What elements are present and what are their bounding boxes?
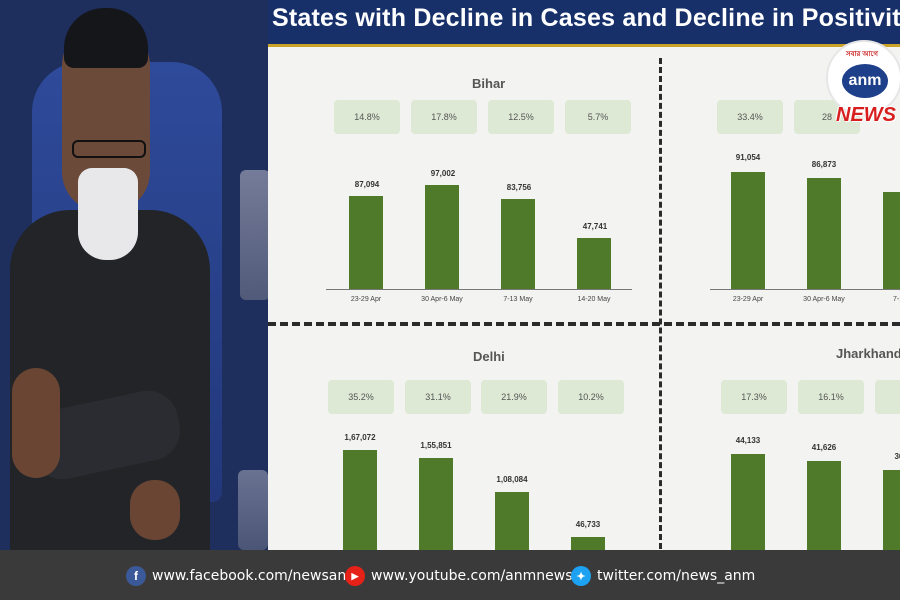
facebook-icon: f — [126, 566, 146, 586]
youtube-icon: ▶ — [345, 566, 365, 586]
bar — [731, 172, 765, 289]
bar — [419, 458, 453, 550]
positivity-box: 21.9% — [481, 380, 547, 414]
bar — [731, 454, 765, 550]
bar — [495, 492, 529, 550]
vertical-divider — [659, 58, 662, 550]
bar — [577, 238, 611, 289]
speaker-glasses — [72, 140, 146, 158]
twitter-link[interactable]: ✦ twitter.com/news_anm — [571, 566, 755, 586]
logo-brand: anm — [842, 64, 888, 98]
positivity-box: 17.8% — [411, 100, 477, 134]
state-name: Delhi — [473, 349, 505, 364]
bar-value-label: 44,133 — [735, 436, 761, 445]
facebook-url: www.facebook.com/newsanm — [152, 568, 360, 584]
bar-value-label: 86,873 — [811, 160, 837, 169]
bar-value-label: 41,626 — [811, 443, 837, 452]
national-emblem-lower — [238, 470, 268, 550]
twitter-url: twitter.com/news_anm — [597, 568, 756, 584]
speaker-hand-right — [130, 480, 180, 540]
bar — [425, 185, 459, 289]
bar — [571, 537, 605, 550]
slide-header: States with Decline in Cases and Decline… — [268, 0, 900, 47]
positivity-box: 5.7% — [565, 100, 631, 134]
logo-tagline: সবার আগে — [846, 51, 878, 58]
category-label: 14-20 May — [577, 296, 611, 303]
horizontal-divider — [268, 322, 900, 326]
state-name: Bihar — [472, 76, 506, 91]
national-emblem — [240, 170, 270, 300]
positivity-box: 12.5% — [488, 100, 554, 134]
chart-baseline — [710, 289, 900, 290]
bar-value-label: 1,08,084 — [496, 475, 528, 484]
presentation-slide: States with Decline in Cases and Decline… — [268, 0, 900, 550]
bar — [807, 461, 841, 550]
positivity-box: 16.1% — [798, 380, 864, 414]
positivity-box: 10.2% — [558, 380, 624, 414]
facebook-link[interactable]: f www.facebook.com/newsanm — [126, 566, 360, 586]
bar — [501, 199, 535, 289]
category-label: 7-13 — [892, 296, 900, 303]
positivity-box: 33.4% — [717, 100, 783, 134]
bar — [883, 470, 900, 550]
bar-value-label: 91,054 — [735, 153, 761, 162]
positivity-box: 14.8% — [334, 100, 400, 134]
slide-title: States with Decline in Cases and Decline… — [272, 4, 900, 32]
bar — [349, 196, 383, 289]
state-name: Jharkhand — [836, 346, 900, 361]
channel-logo: সবার আগে anm NEWS — [826, 40, 900, 130]
bar — [807, 178, 841, 289]
bar-value-label: 46,733 — [575, 520, 601, 529]
positivity-box: 1 — [875, 380, 900, 414]
social-ticker: f www.facebook.com/newsanm ▶ www.youtube… — [0, 550, 900, 600]
bar-value-label: 36, — [894, 452, 900, 461]
bar-value-label: 83,756 — [506, 183, 532, 192]
speaker-hand — [12, 368, 60, 478]
twitter-icon: ✦ — [571, 566, 591, 586]
category-label: 30 Apr-6 May — [803, 296, 845, 303]
bar — [883, 192, 900, 289]
youtube-link[interactable]: ▶ www.youtube.com/anmnews — [345, 566, 573, 586]
bar — [343, 450, 377, 550]
logo-wordmark: NEWS — [836, 104, 896, 126]
speaker-hair — [64, 8, 148, 68]
youtube-url: www.youtube.com/anmnews — [371, 568, 573, 584]
bar-value-label: 1,67,072 — [344, 433, 376, 442]
bar-value-label: 1,55,851 — [420, 441, 452, 450]
face-mask — [78, 168, 138, 260]
positivity-box: 17.3% — [721, 380, 787, 414]
category-label: 23-29 Apr — [732, 296, 764, 303]
bar-value-label: 47,741 — [582, 222, 608, 231]
category-label: 7-13 May — [503, 296, 533, 303]
category-label: 30 Apr-6 May — [421, 296, 463, 303]
speaker-video — [0, 0, 268, 550]
bar-value-label: 97,002 — [430, 169, 456, 178]
bar-value-label: 87,094 — [354, 180, 380, 189]
category-label: 23-29 Apr — [350, 296, 382, 303]
chart-baseline — [326, 289, 632, 290]
logo-ring: সবার আগে anm — [826, 40, 900, 116]
positivity-box: 31.1% — [405, 380, 471, 414]
positivity-box: 35.2% — [328, 380, 394, 414]
